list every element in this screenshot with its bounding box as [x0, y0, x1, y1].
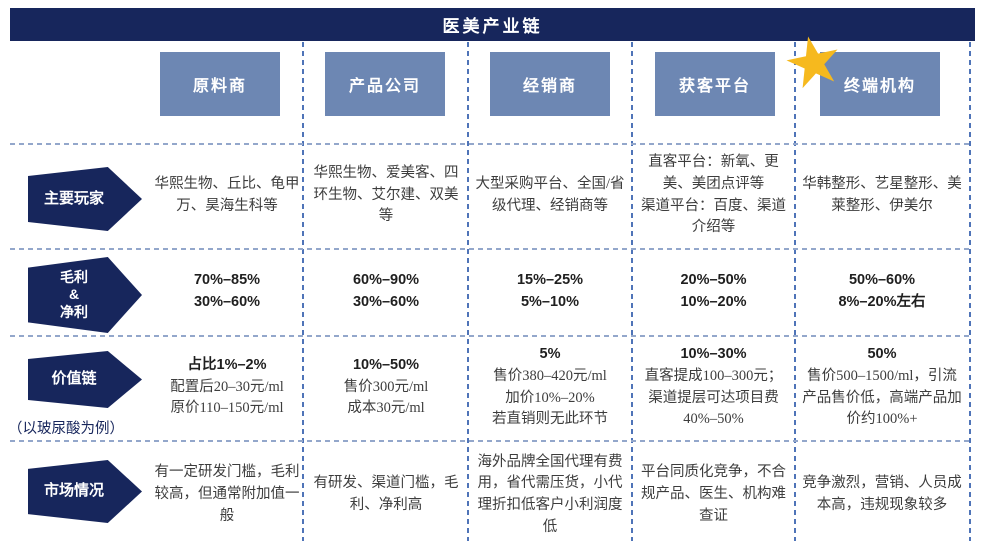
cell-value-raw-material: 占比1%–2% 配置后20–30元/ml 原价110–150元/ml	[148, 336, 306, 439]
column-header-label: 终端机构	[843, 78, 916, 95]
column-divider	[302, 42, 304, 541]
cell-head: 5%	[539, 346, 561, 362]
row-label-market-situation: 市场情况	[28, 460, 142, 523]
cell-body: 有一定研发门槛，毛利较高，但通常附加值一般	[154, 464, 300, 524]
column-header-product-company: 产品公司	[325, 52, 445, 116]
cell-profit-terminal-org: 50%–60% 8%–20%左右	[797, 249, 967, 334]
row-divider	[10, 440, 970, 442]
cell-market-product-company: 有研发、渠道门槛，毛利、净利高	[306, 441, 466, 549]
cell-players-raw-material: 华熙生物、丘比、龟甲万、昊海生科等	[148, 144, 306, 247]
cell-head: 50%	[867, 346, 897, 362]
cell-market-distributor: 海外品牌全国代理有费用，省代需压货，小代理折扣低客户小利润度低	[470, 441, 630, 549]
column-header-distributor: 经销商	[490, 52, 610, 116]
cell-head: 10%–50%	[352, 356, 420, 373]
cell-body: 海外品牌全国代理有费用，省代需压货，小代理折扣低客户小利润度低	[477, 453, 623, 535]
cell-value-customer-platform: 10%–30% 直客提成100–300元；渠道提层可达项目费40%–50%	[634, 336, 793, 439]
cell-head: 50%–60% 8%–20%左右	[838, 271, 926, 310]
cell-value-distributor: 5% 售价380–420元/ml 加价10%–20% 若直销则无此环节	[470, 336, 630, 439]
cell-profit-distributor: 15%–25% 5%–10%	[470, 249, 630, 334]
column-divider	[969, 42, 971, 541]
row-divider	[10, 335, 970, 337]
column-header-raw-material: 原料商	[160, 52, 280, 116]
cell-players-product-company: 华熙生物、爱美客、四环生物、艾尔建、双美等	[306, 144, 466, 247]
column-divider	[794, 42, 796, 541]
cell-market-customer-platform: 平台同质化竞争，不合规产品、医生、机构难查证	[634, 441, 793, 549]
cell-body: 有研发、渠道门槛，毛利、净利高	[313, 475, 459, 513]
row-label-gross-net-profit: 毛利 & 净利	[28, 257, 142, 333]
row-label-value-chain: 价值链	[28, 351, 142, 408]
title-bar: 医美产业链	[10, 8, 975, 41]
cell-body: 华韩整形、艺星整形、美莱整形、伊美尔	[802, 175, 962, 214]
column-divider	[631, 42, 633, 541]
cell-head: 15%–25% 5%–10%	[516, 271, 584, 310]
cell-players-distributor: 大型采购平台、全国/省级代理、经销商等	[470, 144, 630, 247]
cell-body: 竞争激烈，营销、人员成本高，违规现象较多	[802, 475, 962, 513]
cell-body: 直客提成100–300元；渠道提层可达项目费40%–50%	[644, 367, 783, 428]
cell-market-raw-material: 有一定研发门槛，毛利较高，但通常附加值一般	[148, 441, 306, 549]
cell-value-terminal-org: 50% 售价500–1500/ml，引流产品售价低，高端产品加价约100%+	[797, 336, 967, 439]
cell-profit-product-company: 60%–90% 30%–60%	[306, 249, 466, 334]
row-divider	[10, 143, 970, 145]
column-header-terminal-org: 终端机构	[820, 52, 940, 116]
cell-head: 20%–50% 10%–20%	[680, 271, 747, 310]
cell-body: 售价500–1500/ml，引流产品售价低，高端产品加价约100%+	[802, 367, 962, 428]
column-header-label: 经销商	[522, 78, 577, 95]
cell-body: 平台同质化竞争，不合规产品、医生、机构难查证	[641, 464, 786, 524]
cell-players-customer-platform: 直客平台：新氧、更美、美团点评等 渠道平台：百度、渠道介绍等	[634, 144, 793, 247]
cell-body: 直客平台：新氧、更美、美团点评等 渠道平台：百度、渠道介绍等	[641, 154, 786, 236]
page-title: 医美产业链	[442, 17, 543, 36]
cell-profit-raw-material: 70%–85% 30%–60%	[148, 249, 306, 334]
cell-body: 售价300元/ml 成本30元/ml	[343, 378, 429, 417]
cell-body: 华熙生物、丘比、龟甲万、昊海生科等	[154, 175, 300, 214]
column-header-label: 获客平台	[678, 78, 751, 95]
cell-body: 配置后20–30元/ml 原价110–150元/ml	[170, 378, 284, 417]
cell-head: 10%–30%	[680, 346, 747, 362]
column-header-label: 产品公司	[348, 78, 421, 95]
cell-head: 70%–85% 30%–60%	[193, 271, 261, 310]
value-chain-note: （以玻尿酸为例）	[8, 421, 124, 437]
row-divider	[10, 248, 970, 250]
cell-body: 大型采购平台、全国/省级代理、经销商等	[475, 175, 625, 214]
cell-players-terminal-org: 华韩整形、艺星整形、美莱整形、伊美尔	[797, 144, 967, 247]
row-label-main-players: 主要玩家	[28, 167, 142, 231]
cell-value-product-company: 10%–50% 售价300元/ml 成本30元/ml	[306, 336, 466, 439]
column-header-label: 原料商	[192, 78, 247, 95]
column-header-customer-platform: 获客平台	[655, 52, 775, 116]
cell-body: 售价380–420元/ml 加价10%–20% 若直销则无此环节	[492, 367, 608, 428]
cell-profit-customer-platform: 20%–50% 10%–20%	[634, 249, 793, 334]
cell-body: 华熙生物、爱美客、四环生物、艾尔建、双美等	[313, 164, 459, 225]
cell-market-terminal-org: 竞争激烈，营销、人员成本高，违规现象较多	[797, 441, 967, 549]
cell-head: 60%–90% 30%–60%	[352, 271, 420, 310]
cell-head: 占比1%–2%	[187, 356, 267, 373]
column-divider	[467, 42, 469, 541]
